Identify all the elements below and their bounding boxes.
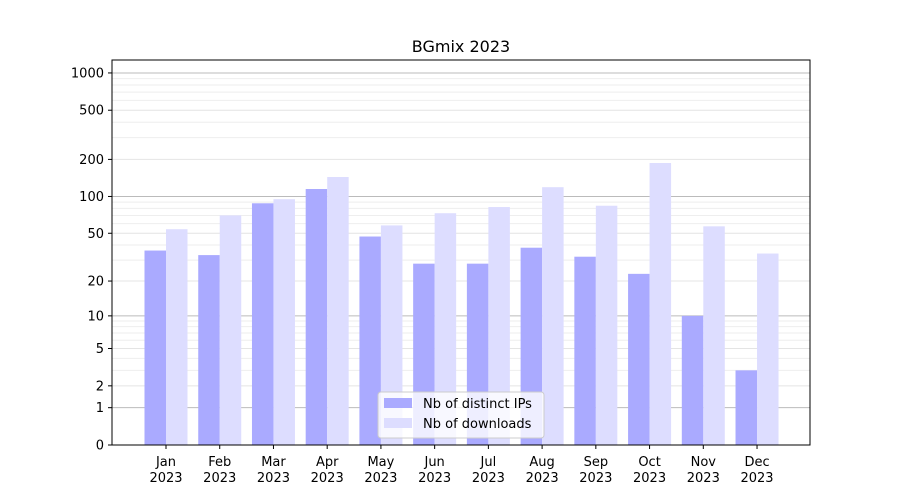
bar-distinct-ips bbox=[198, 255, 220, 445]
y-tick-label: 0 bbox=[96, 439, 104, 454]
bar-distinct-ips bbox=[251, 203, 274, 445]
x-tick-label: Dec 2023 bbox=[740, 455, 773, 486]
legend-swatch bbox=[384, 418, 412, 428]
y-tick-label: 50 bbox=[87, 227, 104, 242]
chart-title: BGmix 2023 bbox=[412, 37, 510, 56]
x-tick-label: Jun 2023 bbox=[418, 455, 451, 486]
bar-downloads bbox=[757, 253, 779, 445]
axes-frame bbox=[111, 59, 811, 446]
y-tick-label: 10 bbox=[87, 309, 104, 324]
bar-downloads bbox=[595, 205, 618, 445]
bar-downloads bbox=[219, 215, 242, 445]
x-tick-label: Jul 2023 bbox=[472, 455, 505, 486]
x-tick-label: May 2023 bbox=[364, 455, 397, 486]
bar-distinct-ips bbox=[681, 315, 704, 445]
bar-downloads bbox=[542, 187, 564, 445]
y-tick-label: 1000 bbox=[71, 66, 104, 81]
x-tick-label: Mar 2023 bbox=[257, 455, 290, 486]
x-tick-label: Oct 2023 bbox=[633, 455, 666, 486]
legend-box bbox=[377, 391, 545, 439]
x-tick-label: Aug 2023 bbox=[526, 455, 559, 486]
bar-downloads bbox=[166, 229, 188, 445]
y-tick-label: 5 bbox=[96, 342, 104, 357]
x-tick-label: Apr 2023 bbox=[311, 455, 344, 486]
bar-downloads bbox=[488, 207, 510, 445]
legend-label: Nb of distinct IPs bbox=[423, 397, 532, 412]
bar-downloads bbox=[649, 163, 672, 445]
bar-downloads bbox=[327, 176, 349, 446]
x-tick-label: Sep 2023 bbox=[579, 455, 612, 486]
x-tick-label: Jan 2023 bbox=[149, 455, 182, 486]
bar-downloads bbox=[380, 225, 403, 445]
y-tick-label: 20 bbox=[87, 275, 104, 290]
bar-distinct-ips bbox=[359, 236, 381, 445]
bar-distinct-ips bbox=[305, 189, 328, 445]
x-tick-label: Feb 2023 bbox=[203, 455, 236, 486]
y-tick-label: 500 bbox=[79, 104, 104, 119]
y-tick-label: 200 bbox=[79, 153, 104, 168]
bar-downloads bbox=[703, 226, 725, 445]
bar-downloads bbox=[273, 199, 295, 445]
y-tick-label: 1 bbox=[96, 401, 104, 416]
y-tick-label: 100 bbox=[79, 190, 104, 205]
legend: Nb of distinct IPs Nb of downloads bbox=[377, 391, 545, 439]
legend-label: Nb of downloads bbox=[423, 417, 532, 432]
y-tick-label: 2 bbox=[96, 379, 104, 394]
bar-distinct-ips bbox=[628, 273, 650, 445]
x-tick-label: Nov 2023 bbox=[687, 455, 720, 486]
bar-distinct-ips bbox=[574, 256, 596, 445]
bar-distinct-ips bbox=[735, 370, 758, 445]
bar-distinct-ips bbox=[144, 250, 166, 445]
legend-swatch bbox=[384, 398, 412, 408]
bar-downloads bbox=[434, 213, 457, 445]
